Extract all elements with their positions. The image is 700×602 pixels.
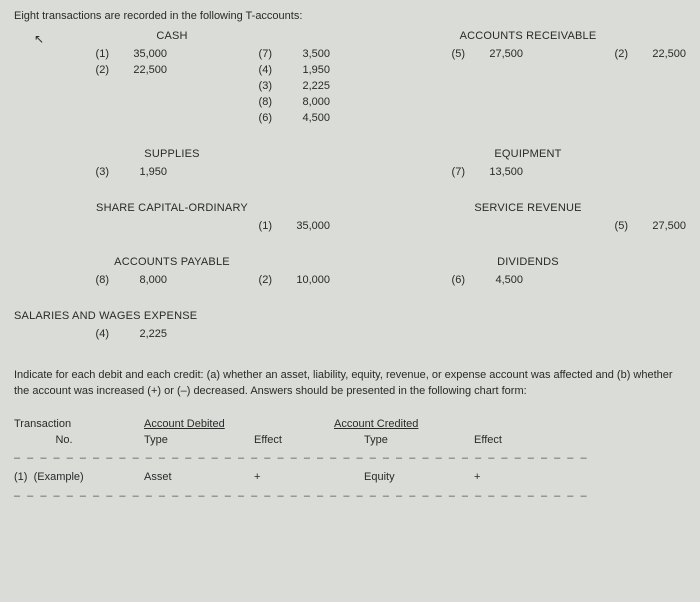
t-entry: (4)1,950 (177, 62, 330, 78)
col-no: No. (14, 434, 114, 446)
account-title: SALARIES AND WAGES EXPENSE (14, 310, 330, 322)
t-entry: (3)1,950 (14, 164, 167, 180)
t-entry: (5)27,500 (533, 218, 686, 234)
account-title: SHARE CAPITAL-ORDINARY (14, 202, 330, 214)
account-title: CASH (14, 30, 330, 42)
account-dividends: DIVIDENDS (6)4,500 (370, 256, 686, 288)
t-entry: (7)13,500 (370, 164, 523, 180)
account-title: DIVIDENDS (370, 256, 686, 268)
intro-text: Eight transactions are recorded in the f… (14, 10, 686, 22)
account-ar: ACCOUNTS RECEIVABLE (5)27,500 (2)22,500 (370, 30, 686, 126)
dash-rule: – – – – – – – – – – – – – – – – – – – – … (14, 452, 686, 464)
t-entry: (3)2,225 (177, 78, 330, 94)
account-cash: CASH (1)35,000 (2)22,500 (7)3,500 (4)1,9… (14, 30, 330, 126)
instructions-text: Indicate for each debit and each credit:… (14, 368, 686, 400)
account-service-revenue: SERVICE REVENUE (5)27,500 (370, 202, 686, 234)
account-title: ACCOUNTS RECEIVABLE (370, 30, 686, 42)
col-type: Type (364, 434, 444, 446)
t-entry: (1)35,000 (14, 46, 167, 62)
col-effect: Effect (254, 434, 334, 446)
t-entry: (8)8,000 (177, 94, 330, 110)
t-entry: (1)35,000 (177, 218, 330, 234)
t-entry: (8)8,000 (14, 272, 167, 288)
account-equipment: EQUIPMENT (7)13,500 (370, 148, 686, 180)
col-account-debited: Account Debited (144, 418, 304, 430)
t-entry: (6)4,500 (177, 110, 330, 126)
t-entry: (2)10,000 (177, 272, 330, 288)
col-type: Type (144, 434, 224, 446)
account-title: ACCOUNTS PAYABLE (14, 256, 330, 268)
col-effect: Effect (474, 434, 554, 446)
account-ap: ACCOUNTS PAYABLE (8)8,000 (2)10,000 (14, 256, 330, 288)
t-entry: (7)3,500 (177, 46, 330, 62)
col-transaction: Transaction (14, 418, 114, 430)
t-entry: (4)2,225 (14, 326, 167, 342)
t-entry: (5)27,500 (370, 46, 523, 62)
account-title: SERVICE REVENUE (370, 202, 686, 214)
account-salaries: SALARIES AND WAGES EXPENSE (4)2,225 (14, 310, 330, 342)
t-entry: (2)22,500 (14, 62, 167, 78)
t-accounts-grid: CASH (1)35,000 (2)22,500 (7)3,500 (4)1,9… (14, 30, 686, 342)
account-share-capital: SHARE CAPITAL-ORDINARY (1)35,000 (14, 202, 330, 234)
t-entry: (2)22,500 (533, 46, 686, 62)
dash-rule: – – – – – – – – – – – – – – – – – – – – … (14, 490, 686, 502)
account-supplies: SUPPLIES (3)1,950 (14, 148, 330, 180)
account-title: EQUIPMENT (370, 148, 686, 160)
answer-chart: Transaction Account Debited Account Cred… (14, 418, 686, 502)
chart-example-row: (1) (Example) Asset + Equity + (14, 468, 686, 486)
col-account-credited: Account Credited (334, 418, 494, 430)
t-entry: (6)4,500 (370, 272, 523, 288)
account-title: SUPPLIES (14, 148, 330, 160)
